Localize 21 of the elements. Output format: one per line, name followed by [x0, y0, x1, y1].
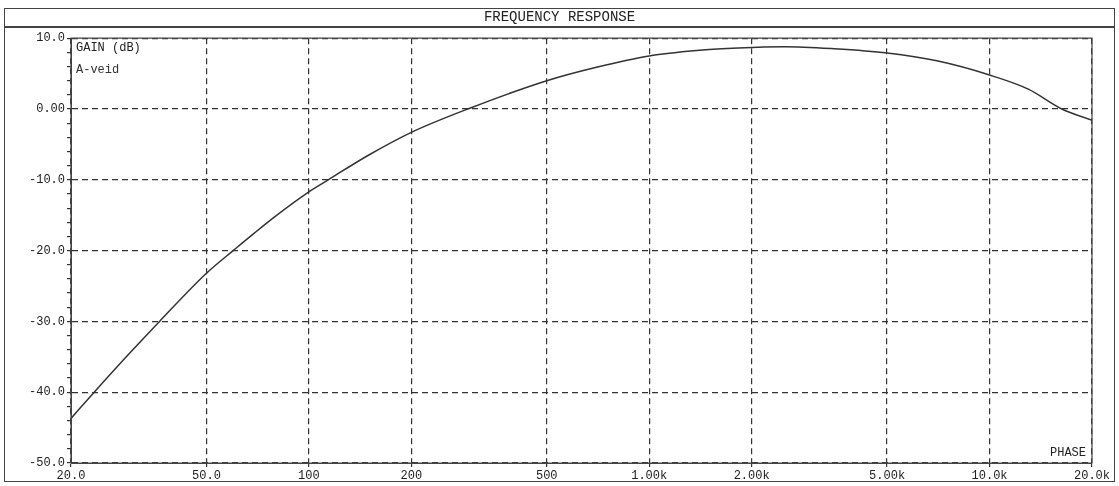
- y-tick-label: -40.0: [28, 385, 65, 400]
- y-tick-label: -30.0: [28, 314, 65, 329]
- y-tick-label: -10.0: [28, 172, 65, 187]
- x-tick-label: 200: [400, 469, 423, 484]
- y-tick-label: -50.0: [28, 456, 65, 471]
- x-tick-label: 2.00k: [733, 469, 770, 484]
- x-tick-label: 20.0k: [1073, 469, 1111, 484]
- x-tick-label: 5.00k: [869, 469, 906, 484]
- annotation: PHASE: [1049, 446, 1086, 461]
- x-tick-label: 100: [298, 469, 320, 484]
- text: A-veid: [76, 63, 120, 78]
- x-tick-label: 10.0k: [971, 469, 1008, 484]
- x-tick-label: 50.0: [192, 469, 221, 484]
- x-tick-label: 20.0: [56, 469, 86, 484]
- x-tick-label: 500: [535, 469, 558, 484]
- y-tick-label: 10.0: [36, 31, 65, 46]
- chart-title: FREQUENCY RESPONSE: [5, 9, 1114, 28]
- x-tick-label: 1.00k: [631, 469, 668, 484]
- y-tick-label: 0.00: [36, 102, 65, 117]
- y-axis-title: GAIN (dB): [76, 41, 141, 56]
- y-tick-label: -20.0: [28, 243, 65, 258]
